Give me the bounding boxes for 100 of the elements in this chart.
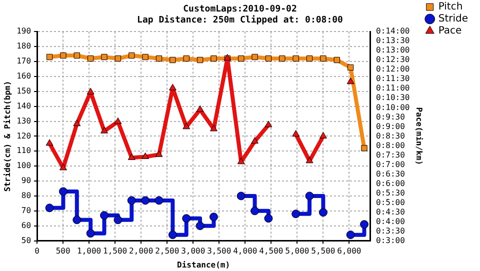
point [360,220,368,229]
point [72,216,82,224]
y2-tick-label: 0:14:00 [376,26,410,36]
point [182,214,191,223]
point [209,212,218,222]
y2-tick-label: 0:13:30 [376,36,410,46]
y-axis-title: Stride(cm) & Pitch(bpm) [2,80,12,192]
chart-title: CustomLaps:2010-09-02 [183,4,297,15]
x-tick-label: 4,000 [233,246,258,256]
y-tick-label: 170 [16,56,32,66]
point [168,84,176,90]
point [114,216,122,224]
y-tick-label: 90 [21,176,32,186]
y2-tick-label: 0:10:30 [376,93,410,102]
y2-tick-label: 0:12:00 [376,64,410,74]
point [46,139,54,146]
point [127,196,136,205]
x-tick-label: 4,500 [259,246,284,256]
y2-tick-label: 0:6:00 [376,178,406,188]
y2-tick-label: 0:3:30 [376,226,406,236]
x-tick-label: 3,000 [181,246,206,256]
y2-tick-label: 0:11:30 [376,74,410,84]
point [306,156,314,164]
legend-label: Pitch [438,2,463,13]
y2-tick-label: 0:4:00 [376,216,406,226]
point [86,88,94,94]
point [58,187,68,196]
y-tick-label: 100 [16,161,32,170]
point [168,230,177,240]
point [306,55,313,62]
point [88,55,94,62]
x-tick-label: 5,000 [285,246,310,256]
y2-tick-label: 0:4:30 [376,207,406,216]
point [141,196,150,205]
point [318,208,328,217]
point [128,52,135,59]
point [236,192,246,200]
y2-tick-label: 0:8:30 [376,131,406,140]
y2-tick-label: 0:8:00 [376,140,406,150]
x-tick-label: 2,500 [155,246,180,256]
x-tick-label: 2,000 [129,246,154,256]
y-tick-label: 160 [16,72,32,81]
point [45,204,54,212]
point [210,55,217,62]
x-tick-label: 0 [34,246,40,256]
y2-tick-label: 0:12:30 [376,55,410,64]
x-tick-label: 3,500 [207,246,232,256]
y2-tick-label: 0:7:30 [376,150,406,160]
y-tick-label: 130 [16,116,32,126]
point [251,137,258,144]
y2-tick-label: 0:6:30 [376,169,406,178]
point [361,145,368,152]
y2-tick-label: 0:9:30 [376,112,406,122]
point [292,210,300,218]
y-tick-label: 70 [21,206,32,215]
point [250,206,260,216]
point [114,55,122,62]
point [265,55,272,62]
point [196,222,204,230]
point [279,55,286,62]
y2-tick-label: 0:11:00 [376,84,410,93]
y2-tick-label: 0:9:00 [376,122,406,131]
point [292,130,300,137]
legend-label: Stride [438,14,468,25]
point [86,229,95,238]
y-tick-label: 120 [16,131,32,140]
point [237,158,245,164]
x-tick-label: 5,500 [311,246,336,256]
point [182,122,190,130]
y-tick-label: 110 [16,146,32,156]
y-tick-label: 60 [21,220,32,230]
point [183,55,190,62]
y-tick-label: 190 [16,26,32,36]
y-tick-label: 180 [16,42,32,51]
y2-tick-label: 0:5:30 [376,188,406,198]
x-tick-label: 1,500 [103,246,128,256]
point [74,52,80,59]
chart-subtitle: Lap Distance: 250m Clipped at: 0:08:00 [137,14,343,26]
point [346,78,354,84]
point [60,52,66,59]
point [210,124,218,132]
point [155,150,163,157]
point [264,214,273,223]
point [114,117,122,124]
y2-tick-label: 0:10:00 [376,102,410,112]
legend-label: Pace [438,26,462,37]
point [319,132,327,138]
point [264,120,272,128]
x-axis-title: Distance(m) [177,260,230,270]
y-tick-label: 150 [16,86,32,96]
y2-tick-label: 0:3:00 [376,236,406,245]
y-tick-label: 80 [21,191,32,200]
point [252,54,258,60]
point [46,54,53,60]
point [100,211,109,220]
point [320,55,326,62]
point [128,153,136,160]
y-tick-label: 50 [21,236,32,245]
point [346,230,355,240]
x-tick-label: 6,000 [337,246,362,256]
